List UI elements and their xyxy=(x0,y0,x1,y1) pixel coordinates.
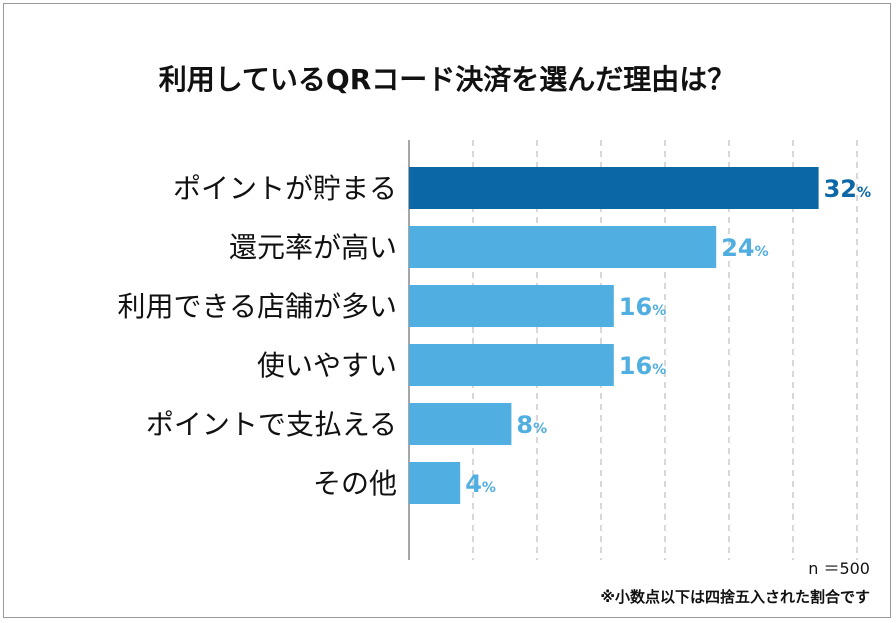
data-label: 16% xyxy=(619,352,666,380)
data-label-unit: % xyxy=(755,244,769,260)
data-label-unit: % xyxy=(652,362,666,378)
data-label-unit: % xyxy=(482,480,496,496)
data-label: 24% xyxy=(721,234,768,262)
bar xyxy=(409,462,461,504)
rounding-footnote: ※小数点以下は四捨五入された割合です xyxy=(600,588,870,606)
bars: ポイントが貯まる 32% 還元率が高い 24% 利用できる店舗が多い 16% 使いやすい 16… xyxy=(118,167,871,504)
category-label: 使いやすい xyxy=(257,349,397,382)
data-label-unit: % xyxy=(652,303,666,319)
bar xyxy=(409,344,614,386)
bar xyxy=(409,226,717,268)
chart-svg: 利用しているQRコード決済を選んだ理由は？ ポイントが貯まる 32% 還元率が高い 2… xyxy=(118,63,871,606)
data-label: 4% xyxy=(465,470,496,498)
sample-size-note: n ＝500 xyxy=(808,559,870,578)
bar xyxy=(409,167,819,209)
category-label: ポイントで支払える xyxy=(146,408,397,441)
bar xyxy=(409,285,614,327)
category-label: その他 xyxy=(313,467,397,500)
category-label: ポイントが貯まる xyxy=(173,172,397,205)
data-label-unit: % xyxy=(533,421,547,437)
category-label: 利用できる店舗が多い xyxy=(118,290,397,323)
data-label-unit: % xyxy=(857,185,871,201)
bar xyxy=(409,403,512,445)
chart-title: 利用しているQRコード決済を選んだ理由は？ xyxy=(159,63,736,96)
data-label: 8% xyxy=(516,411,547,439)
category-label: 還元率が高い xyxy=(229,231,397,264)
chart-frame: 利用しているQRコード決済を選んだ理由は？ ポイントが貯まる 32% 還元率が高い 2… xyxy=(3,3,891,618)
data-label: 32% xyxy=(824,175,871,203)
data-label: 16% xyxy=(619,293,666,321)
